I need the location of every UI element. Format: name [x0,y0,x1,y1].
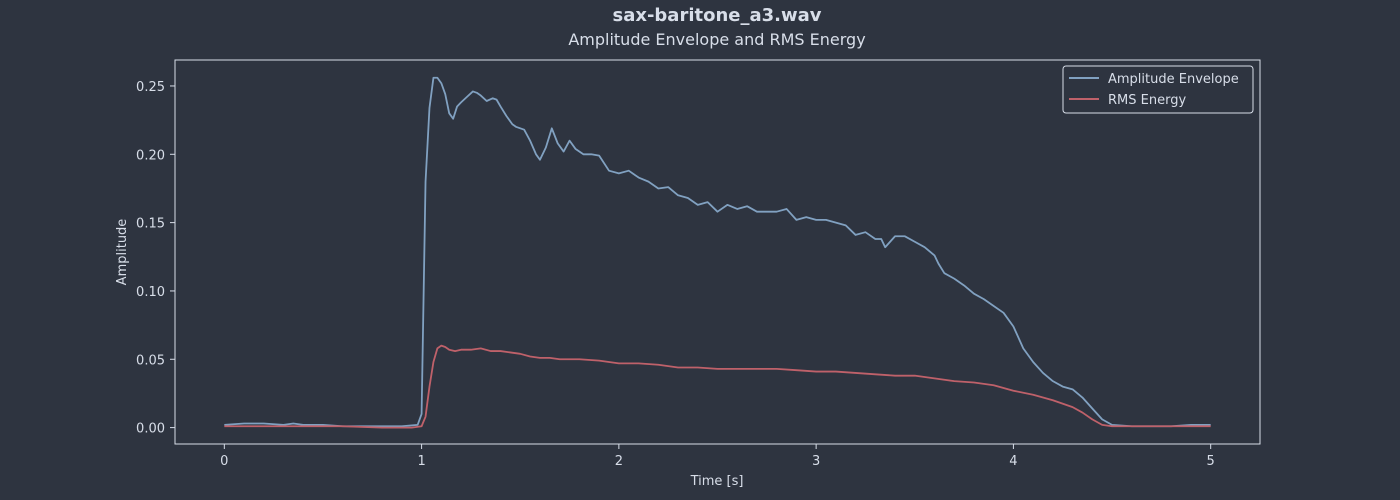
x-tick-label: 3 [812,454,820,469]
legend-box [1062,65,1254,114]
y-axis-label: Amplitude [115,219,130,286]
y-tick-label: 0.00 [136,422,165,437]
series-line-rms-energy [224,344,1211,429]
x-axis: 0 1 2 3 4 5 [220,444,1215,469]
x-tick-label: 4 [1009,454,1017,469]
x-axis-label: Time [s] [690,474,744,489]
chart-subtitle: Amplitude Envelope and RMS Energy [568,30,865,49]
chart-title: sax-baritone_a3.wav [612,5,821,26]
x-tick-label: 1 [417,454,425,469]
series-line-amplitude-envelope [224,76,1211,428]
y-tick-label: 0.25 [136,80,165,95]
plot-lines [224,76,1211,429]
y-tick-label: 0.15 [136,217,165,232]
y-tick-label: 0.10 [136,285,165,300]
legend-label-rms-energy: RMS Energy [1108,93,1186,108]
axes-frame [174,59,1261,445]
y-tick-label: 0.20 [136,148,165,163]
x-tick-label: 0 [220,454,228,469]
x-tick-label: 5 [1207,454,1215,469]
y-tick-label: 0.05 [136,353,165,368]
y-axis: 0.00 0.05 0.10 0.15 0.20 0.25 [136,80,175,437]
legend-label-amplitude-envelope: Amplitude Envelope [1108,72,1239,87]
legend: Amplitude Envelope RMS Energy [1062,65,1254,114]
x-tick-label: 2 [615,454,623,469]
